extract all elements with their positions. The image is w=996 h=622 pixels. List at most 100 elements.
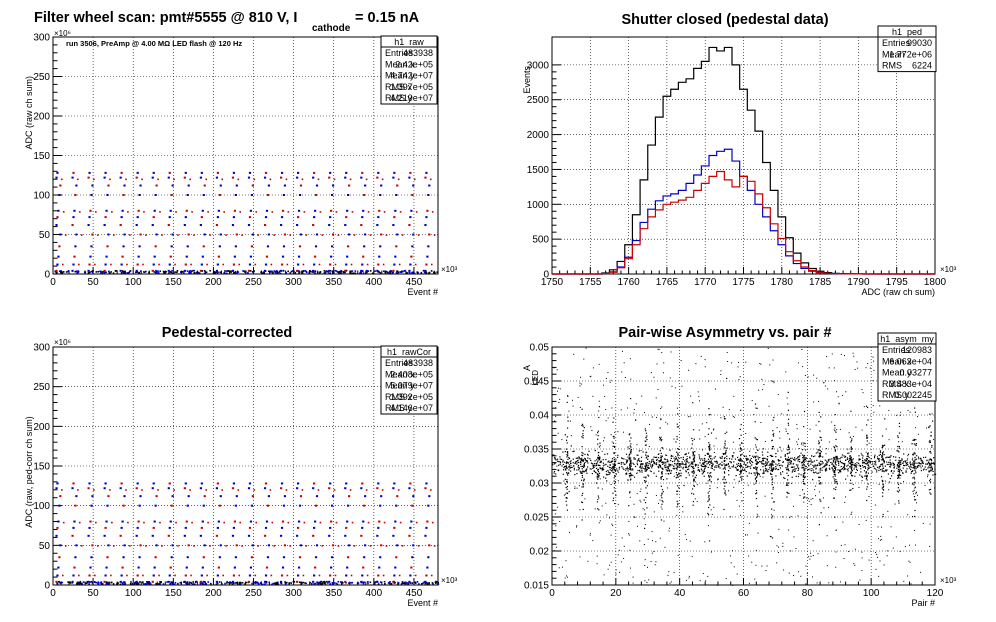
panel-asymmetry-point (809, 457, 811, 460)
panel-asymmetry-point (803, 473, 805, 475)
panel-raw-point (151, 224, 154, 227)
panel-asymmetry-point (676, 500, 678, 502)
panel-asymmetry-point (702, 459, 704, 461)
panel-asymmetry-point (928, 464, 930, 466)
panel-asymmetry-point (804, 483, 806, 485)
panel-asymmetry-point (632, 474, 634, 477)
panel-corrected-point (363, 581, 365, 583)
panel-asymmetry-point (606, 514, 608, 516)
panel-asymmetry-point (785, 458, 787, 461)
panel-asymmetry-point (723, 508, 725, 511)
panel-asymmetry-point (878, 460, 881, 462)
panel-asymmetry-point (815, 424, 817, 426)
panel-asymmetry-point (733, 461, 735, 463)
panel-corrected-point (264, 482, 268, 485)
panel-raw-ytick-label-0: 0 (44, 270, 50, 281)
panel-asymmetry-point (881, 539, 883, 541)
panel-corrected-point (431, 582, 434, 584)
panel-raw-point (353, 234, 356, 236)
panel-corrected-point (329, 583, 331, 585)
panel-asymmetry-point (553, 367, 555, 369)
panel-asymmetry-point (837, 396, 839, 398)
panel-corrected-point (174, 581, 177, 584)
panel-asymmetry-point (818, 456, 820, 458)
panel-raw-point (80, 234, 83, 236)
panel-asymmetry-point (791, 471, 793, 473)
panel-asymmetry-point (910, 465, 912, 467)
panel-asymmetry-point (877, 556, 879, 558)
panel-asymmetry-point (711, 465, 713, 467)
panel-asymmetry-point (653, 376, 655, 378)
panel-corrected-point (216, 526, 219, 529)
panel-asymmetry-point (582, 434, 584, 437)
panel-asymmetry-point (740, 423, 742, 426)
panel-corrected-point (168, 526, 171, 529)
panel-asymmetry-point (876, 471, 878, 473)
panel-asymmetry-point (685, 466, 687, 468)
panel-asymmetry-point (839, 428, 841, 430)
panel-asymmetry-point (684, 464, 686, 466)
panel-asymmetry-point (819, 454, 821, 456)
panel-corrected-point (288, 582, 290, 585)
panel-raw-point (408, 176, 411, 179)
panel-corrected-point (55, 487, 58, 490)
panel-raw-point (232, 216, 236, 219)
panel-raw-point (56, 263, 59, 266)
panel-asymmetry-point (703, 457, 706, 460)
panel-raw-point (349, 178, 352, 181)
panel-corrected-point (162, 583, 165, 585)
panel-asymmetry-point (771, 517, 773, 519)
panel-raw-point (175, 211, 177, 213)
panel-asymmetry-point (934, 487, 936, 489)
panel-raw-point (153, 271, 156, 273)
panel-raw-point (362, 209, 365, 212)
panel-raw-point (155, 233, 158, 236)
panel-corrected-point (319, 521, 322, 524)
panel-asymmetry-point (703, 463, 705, 465)
panel-asymmetry-point (638, 469, 641, 471)
panel-raw-point (216, 271, 219, 274)
panel-asymmetry-point (898, 464, 900, 466)
panel-asymmetry-point (892, 456, 895, 458)
panel-corrected-point (90, 556, 93, 559)
panel-asymmetry-point (809, 428, 811, 430)
panel-asymmetry-point (913, 439, 915, 441)
panel-asymmetry-point (820, 482, 822, 484)
panel-raw-point (382, 263, 385, 266)
panel-asymmetry-point (749, 460, 751, 462)
panel-asymmetry-point (913, 515, 916, 518)
panel-asymmetry-point (648, 462, 650, 464)
panel-raw-point (424, 224, 427, 227)
panel-asymmetry-point (617, 454, 619, 456)
panel-asymmetry-point (659, 460, 662, 463)
panel-raw-point (55, 269, 58, 272)
panel-asymmetry-point (755, 466, 757, 468)
panel-corrected-point (112, 582, 115, 585)
panel-corrected-stats-label-2: Mean y (385, 381, 415, 391)
panel-asymmetry-point (741, 477, 743, 479)
panel-asymmetry-point (682, 466, 684, 468)
panel-asymmetry-point (815, 471, 817, 473)
panel-asymmetry-point (553, 454, 555, 456)
panel-asymmetry-point (881, 480, 884, 482)
panel-asymmetry-point (579, 385, 581, 387)
panel-asymmetry-point (693, 493, 695, 495)
panel-corrected-point (100, 581, 103, 583)
panel-asymmetry-point (636, 472, 638, 474)
panel-raw-point (428, 184, 431, 187)
panel-asymmetry-point (594, 471, 597, 473)
panel-asymmetry-point (718, 463, 720, 466)
panel-asymmetry-point (611, 441, 613, 443)
panel-asymmetry-point (597, 443, 599, 445)
panel-asymmetry-point (786, 491, 788, 493)
panel-corrected-point (201, 520, 204, 523)
panel-corrected-point (361, 526, 364, 529)
panel-raw-point (248, 171, 252, 174)
panel-asymmetry-point (568, 456, 570, 459)
panel-corrected-point (394, 520, 397, 523)
panel-asymmetry-point (708, 414, 711, 416)
panel-asymmetry-ytick-label-7: 0.05 (530, 343, 550, 354)
panel-asymmetry-point (778, 464, 780, 467)
panel-asymmetry-point (658, 463, 660, 466)
panel-asymmetry-point (800, 575, 802, 577)
